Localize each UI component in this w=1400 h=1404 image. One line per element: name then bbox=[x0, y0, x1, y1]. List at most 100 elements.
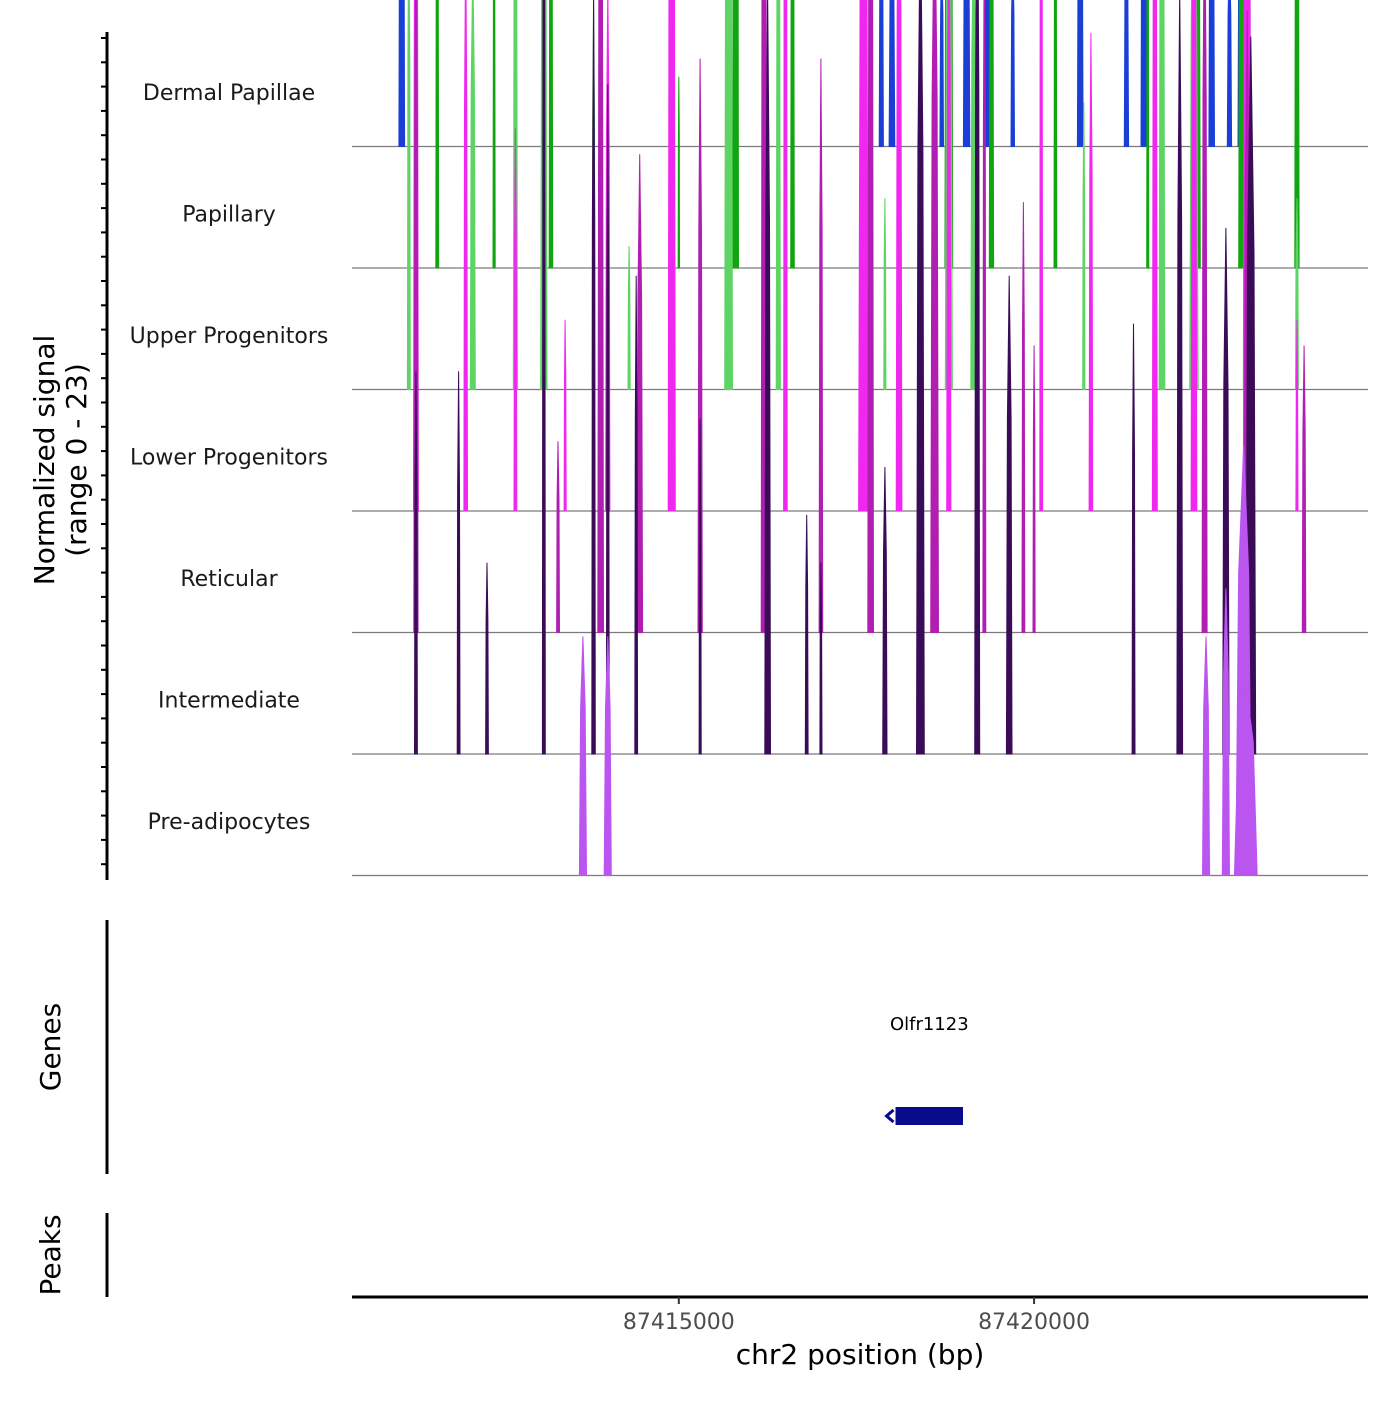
coverage-peak bbox=[406, 0, 411, 390]
coverage-peak bbox=[962, 0, 971, 147]
track-dermal-papillae: Dermal Papillae bbox=[143, 0, 1368, 148]
coverage-peak bbox=[775, 0, 781, 390]
genes-panel-label: Genes bbox=[34, 1003, 67, 1091]
coverage-peak bbox=[1053, 0, 1058, 269]
coverage-peak bbox=[946, 0, 952, 512]
y-axis-title: Normalized signal (range 0 - 23) bbox=[28, 335, 93, 586]
coverage-peak bbox=[764, 0, 772, 755]
coverage-peak bbox=[563, 319, 567, 512]
coverage-peak bbox=[1010, 0, 1016, 147]
coverage-peak bbox=[732, 0, 740, 269]
coverage-peak bbox=[677, 76, 681, 269]
coverage-axis-ticks bbox=[101, 37, 107, 866]
coverage-peak bbox=[1146, 0, 1150, 269]
coverage-peak bbox=[988, 0, 995, 269]
coverage-peak bbox=[939, 0, 945, 147]
coverage-peak bbox=[930, 0, 940, 633]
coverage-peak bbox=[1190, 0, 1198, 512]
coverage-peak bbox=[1151, 0, 1158, 512]
coverage-peak bbox=[1076, 0, 1084, 147]
gene-strand-arrow bbox=[884, 1108, 895, 1124]
coverage-peak bbox=[883, 198, 887, 390]
coverage-peak bbox=[818, 58, 824, 633]
track-label: Lower Progenitors bbox=[130, 446, 328, 471]
coverage-peak bbox=[697, 58, 703, 633]
coverage-peak bbox=[591, 0, 596, 755]
x-axis-title: chr2 position (bp) bbox=[736, 1338, 985, 1371]
x-axis-ticks: 87415000 87420000 bbox=[623, 1297, 1090, 1335]
coverage-peak bbox=[556, 441, 561, 633]
coverage-peak bbox=[1233, 684, 1258, 876]
coverage-peak bbox=[915, 0, 925, 755]
coverage-peak bbox=[895, 0, 903, 512]
coverage-peak bbox=[398, 0, 406, 147]
coverage-peak bbox=[636, 154, 644, 633]
coverage-peak bbox=[1301, 345, 1307, 633]
coverage-peak bbox=[1082, 102, 1086, 390]
coverage-peak bbox=[804, 514, 809, 755]
coverage-peak bbox=[1140, 0, 1148, 147]
coverage-peak bbox=[1176, 0, 1184, 755]
coverage-peak bbox=[548, 0, 554, 269]
coverage-peak bbox=[1201, 0, 1208, 633]
coverage-peak bbox=[492, 0, 496, 269]
coverage-peak bbox=[867, 0, 875, 633]
gene-body bbox=[895, 1107, 963, 1125]
x-axis-tick-label: 87420000 bbox=[978, 1310, 1090, 1335]
coverage-peak bbox=[667, 0, 676, 512]
coverage-peak bbox=[1032, 345, 1036, 633]
coverage-peak bbox=[469, 0, 476, 390]
track-label: Papillary bbox=[182, 203, 276, 228]
coverage-peak bbox=[463, 0, 469, 512]
coverage-peak bbox=[456, 371, 461, 755]
coverage-peak bbox=[578, 636, 588, 876]
track-label: Dermal Papillae bbox=[143, 81, 315, 106]
coverage-peak bbox=[858, 0, 870, 512]
coverage-peak bbox=[485, 562, 489, 755]
peaks-panel-label: Peaks bbox=[34, 1214, 67, 1295]
coverage-tracks: Dermal Papillae Papillary Upper Progenitor… bbox=[130, 0, 1368, 877]
coverage-peak bbox=[888, 0, 896, 147]
y-axis-title-line2: (range 0 - 23) bbox=[60, 363, 93, 557]
coverage-peak bbox=[698, 419, 702, 755]
coverage-peak bbox=[724, 0, 734, 390]
coverage-peak bbox=[1021, 202, 1026, 633]
coverage-peak bbox=[1123, 0, 1130, 147]
y-axis-title-line1: Normalized signal bbox=[28, 335, 61, 586]
coverage-peak bbox=[627, 245, 631, 390]
track-label: Intermediate bbox=[158, 689, 300, 714]
coverage-peak bbox=[603, 636, 612, 876]
coverage-peak bbox=[541, 0, 546, 755]
coverage-peak bbox=[1226, 0, 1233, 147]
coverage-peak bbox=[1201, 636, 1211, 876]
coverage-peak bbox=[597, 0, 605, 633]
coverage-peak bbox=[882, 466, 888, 755]
coverage-peak bbox=[982, 0, 987, 633]
track-intermediate: Intermediate bbox=[158, 0, 1368, 755]
track-label: Upper Progenitors bbox=[130, 324, 329, 349]
coverage-peak bbox=[783, 0, 788, 512]
gene-label: Olfr1123 bbox=[890, 1014, 969, 1035]
track-reticular: Reticular bbox=[180, 0, 1368, 634]
coverage-peak bbox=[1088, 32, 1094, 512]
x-axis-tick-label: 87415000 bbox=[623, 1310, 735, 1335]
track-label: Pre-adipocytes bbox=[148, 810, 311, 835]
track-label: Reticular bbox=[180, 567, 278, 592]
gene-track: Olfr1123 bbox=[884, 1014, 969, 1125]
coverage-peak bbox=[413, 371, 418, 755]
coverage-peak bbox=[878, 0, 884, 147]
track-pre-adipocytes: Pre-adipocytes bbox=[148, 445, 1368, 877]
coverage-peak bbox=[1221, 588, 1231, 876]
coverage-peak bbox=[974, 0, 981, 755]
coverage-peak bbox=[1131, 323, 1136, 755]
coverage-peak bbox=[790, 0, 795, 269]
coverage-peak bbox=[634, 275, 639, 755]
coverage-peak bbox=[1208, 0, 1216, 147]
coverage-peak bbox=[513, 128, 518, 512]
coverage-peak bbox=[1295, 319, 1299, 512]
coverage-peak bbox=[435, 0, 440, 269]
coverage-peak bbox=[1005, 275, 1013, 755]
coverage-peak bbox=[819, 562, 823, 755]
